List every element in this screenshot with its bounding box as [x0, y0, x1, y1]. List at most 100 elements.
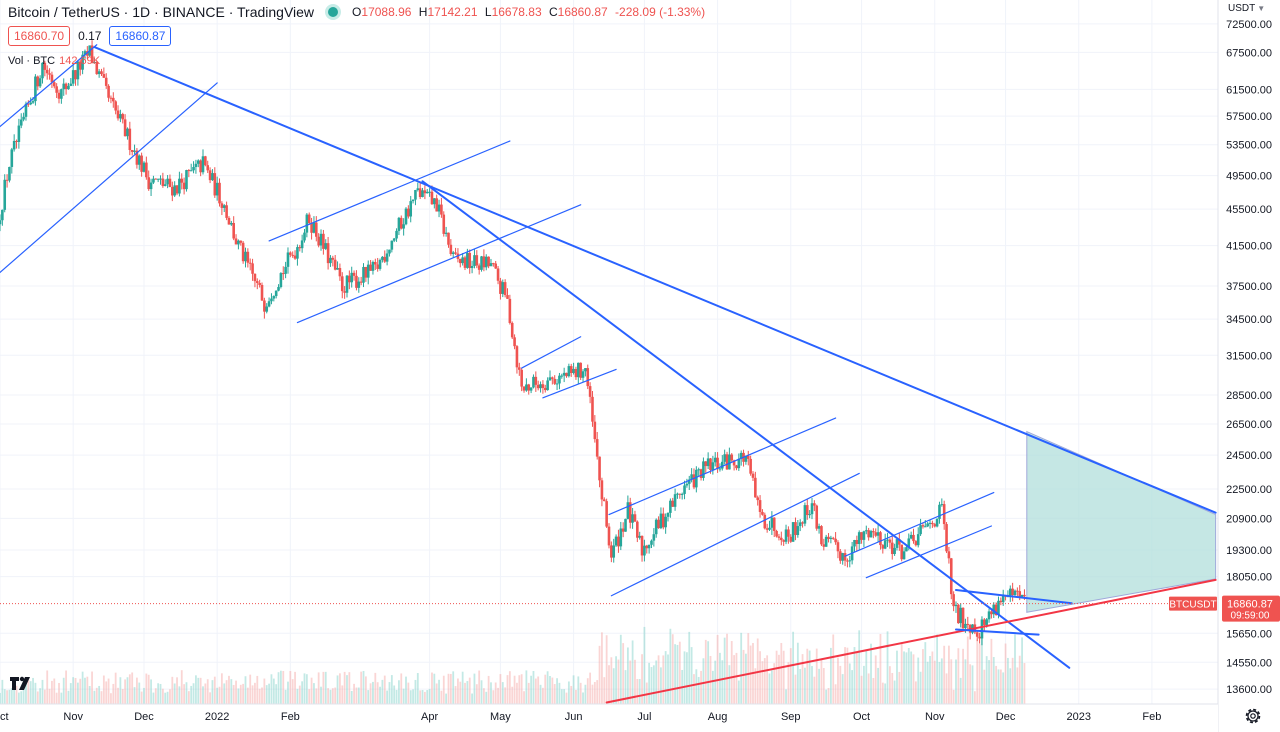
candle-body — [822, 544, 826, 547]
candle-body — [199, 160, 202, 173]
volume-bar — [447, 673, 450, 704]
candle-body — [711, 462, 715, 470]
volume-bar — [154, 688, 157, 704]
volume-bar — [414, 679, 417, 704]
volume-bar — [872, 677, 875, 704]
volume-bar — [848, 663, 851, 704]
candle-body — [617, 536, 620, 547]
candle-body — [137, 155, 141, 165]
candle-body — [765, 528, 769, 530]
volume-bar — [820, 658, 823, 704]
volume-bar — [74, 677, 77, 704]
candle-body — [586, 368, 590, 387]
volume-bar — [438, 679, 440, 704]
volume-bar — [863, 665, 865, 704]
candle-body — [76, 61, 80, 80]
candle-body — [423, 190, 427, 194]
volume-bar — [832, 634, 835, 704]
volume-bar — [966, 636, 969, 704]
candle-body — [633, 514, 637, 522]
candle-body — [652, 534, 656, 541]
volume-bar — [232, 684, 235, 704]
candle-body — [777, 536, 781, 538]
volume-bar — [114, 672, 117, 704]
trendline-channel-upper — [521, 336, 582, 369]
sell-button[interactable]: 16860.70 — [8, 26, 71, 46]
volume-bar — [322, 671, 325, 704]
volume-bar — [1018, 655, 1021, 704]
volume-bar — [301, 681, 304, 704]
candle-body — [15, 140, 18, 142]
volume-bar — [25, 676, 27, 704]
volume-bar — [799, 669, 802, 704]
candle-body — [907, 538, 911, 548]
volume-value: 142.69K — [59, 55, 101, 67]
volume-bar — [782, 650, 785, 704]
candle-body — [572, 368, 575, 374]
candle-body — [706, 458, 710, 467]
symbol-title[interactable]: Bitcoin / TetherUS · 1D · BINANCE · Trad… — [8, 4, 315, 20]
candle-body — [624, 518, 627, 532]
volume-bar — [860, 675, 863, 704]
candle-body — [463, 257, 467, 268]
candle-body — [156, 178, 160, 180]
volume-bar — [667, 654, 669, 704]
volume-bar — [721, 660, 724, 704]
volume-bar — [610, 657, 613, 704]
currency-selector[interactable]: USDT ▼ — [1228, 3, 1265, 14]
price-axis — [1218, 0, 1280, 732]
candle-body — [289, 252, 292, 255]
candle-body — [650, 540, 653, 545]
volume-bar — [787, 662, 790, 704]
volume-bar — [638, 679, 641, 704]
candle-body — [914, 541, 918, 546]
volume-bar — [490, 682, 492, 704]
symbol-tag — [1169, 596, 1217, 611]
gear-icon[interactable] — [1243, 706, 1263, 726]
candle-body — [931, 522, 934, 525]
candle-body — [574, 368, 578, 378]
candle-body — [133, 150, 136, 152]
candle-body — [666, 512, 670, 517]
candle-body — [555, 383, 559, 385]
candle-body — [782, 540, 785, 542]
volume-bar — [1007, 657, 1009, 704]
buy-button[interactable]: 16860.87 — [109, 26, 172, 46]
volume-bar — [110, 693, 112, 704]
candle-body — [990, 611, 993, 615]
volume-bar — [246, 687, 249, 704]
candle-body — [699, 469, 703, 478]
volume-bar — [428, 688, 431, 704]
volume-bar — [327, 688, 330, 704]
price-tick-label: 31500.00 — [1226, 350, 1272, 362]
volume-bar — [303, 673, 306, 704]
candle-body — [669, 500, 672, 513]
candle-body — [808, 514, 811, 516]
candle-body — [775, 530, 778, 537]
candle-body — [218, 182, 221, 204]
candle-body — [369, 264, 372, 271]
volume-bar — [204, 683, 207, 704]
candle-body — [482, 256, 486, 268]
tradingview-logo-icon[interactable] — [8, 672, 34, 694]
price-tick-label: 57500.00 — [1226, 111, 1272, 123]
volume-bar — [567, 681, 570, 704]
volume-bar — [690, 647, 693, 704]
volume-bar — [881, 682, 884, 704]
candle-body — [595, 439, 599, 457]
volume-legend[interactable]: Vol · BTC 142.69K — [8, 55, 100, 67]
candle-body — [440, 204, 443, 215]
candle-body — [999, 600, 1003, 603]
candle-body — [548, 377, 552, 381]
candle-body — [888, 539, 892, 543]
volume-bar — [544, 674, 547, 704]
volume-bar — [183, 684, 186, 704]
candle-body — [258, 282, 261, 285]
candle-body — [326, 243, 330, 264]
candle-body — [933, 524, 937, 527]
candle-body — [853, 539, 856, 547]
volume-bar — [693, 674, 695, 704]
candle-body — [38, 78, 42, 87]
candle-body — [607, 526, 611, 546]
